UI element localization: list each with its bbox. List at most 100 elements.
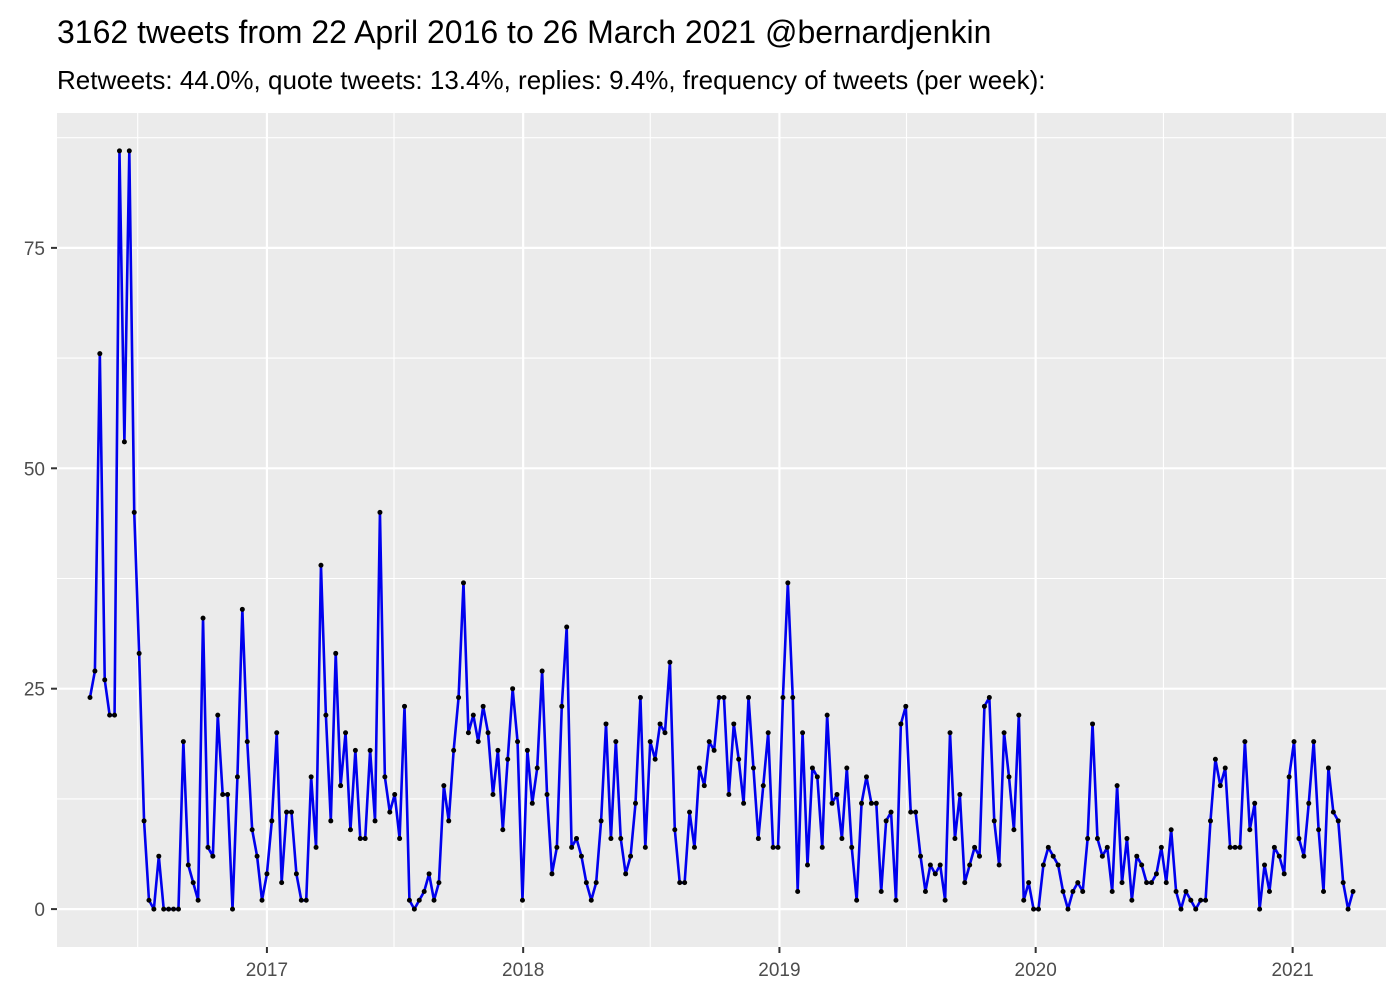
data-point xyxy=(318,562,324,568)
data-point xyxy=(529,800,535,806)
data-point xyxy=(667,659,673,665)
data-point xyxy=(367,747,373,753)
data-point xyxy=(480,703,486,709)
data-point xyxy=(485,730,491,736)
data-point xyxy=(1139,862,1145,868)
x-tick-label: 2019 xyxy=(758,960,800,981)
data-point xyxy=(569,844,575,850)
data-point xyxy=(387,809,393,815)
data-point xyxy=(284,809,290,815)
data-point xyxy=(888,809,894,815)
data-point xyxy=(677,880,683,886)
data-point xyxy=(947,730,953,736)
x-tick-label: 2020 xyxy=(1015,960,1057,981)
data-point xyxy=(136,650,142,656)
data-point xyxy=(352,747,358,753)
data-point xyxy=(1257,906,1263,912)
data-point xyxy=(765,730,771,736)
data-point xyxy=(696,765,702,771)
data-point xyxy=(156,853,162,859)
data-point xyxy=(1335,818,1341,824)
data-point xyxy=(1345,906,1351,912)
data-points xyxy=(87,148,1356,912)
data-point xyxy=(1350,888,1356,894)
data-point xyxy=(1286,774,1292,780)
data-point xyxy=(977,853,983,859)
data-point xyxy=(519,897,525,903)
data-point xyxy=(1227,844,1233,850)
data-point xyxy=(372,818,378,824)
data-point xyxy=(239,606,245,612)
data-point xyxy=(549,871,555,877)
data-point xyxy=(1301,853,1307,859)
data-point xyxy=(623,871,629,877)
data-point xyxy=(1266,888,1272,894)
data-point xyxy=(259,897,265,903)
data-point xyxy=(1085,836,1091,842)
data-point xyxy=(441,783,447,789)
data-point xyxy=(1242,739,1248,745)
data-point xyxy=(1276,853,1282,859)
data-point xyxy=(470,712,476,718)
data-point xyxy=(151,906,157,912)
data-point xyxy=(937,862,943,868)
data-point xyxy=(431,897,437,903)
data-point xyxy=(200,615,206,621)
data-point xyxy=(524,747,530,753)
data-point xyxy=(146,897,152,903)
data-point xyxy=(942,897,948,903)
data-point xyxy=(780,695,786,701)
data-point xyxy=(1183,888,1189,894)
data-point xyxy=(1203,897,1209,903)
x-axis: 2017 2018 2019 2020 2021 xyxy=(246,947,1314,981)
data-point xyxy=(1158,844,1164,850)
data-point xyxy=(1296,836,1302,842)
data-point xyxy=(1237,844,1243,850)
data-point xyxy=(505,756,511,762)
y-tick-label: 50 xyxy=(24,459,45,480)
data-point xyxy=(1321,888,1327,894)
y-tick-label: 25 xyxy=(24,680,45,701)
data-point xyxy=(451,747,457,753)
data-point xyxy=(1099,853,1105,859)
data-point xyxy=(559,703,565,709)
data-point xyxy=(1001,730,1007,736)
data-point xyxy=(574,836,580,842)
x-tick-label: 2021 xyxy=(1271,960,1313,981)
y-tick-label: 75 xyxy=(24,239,45,260)
data-point xyxy=(991,818,997,824)
data-point xyxy=(583,880,589,886)
x-tick-label: 2017 xyxy=(246,960,288,981)
data-point xyxy=(1193,906,1199,912)
data-point xyxy=(112,712,118,718)
data-point xyxy=(1306,800,1312,806)
data-point xyxy=(927,862,933,868)
data-point xyxy=(141,818,147,824)
data-point xyxy=(1070,888,1076,894)
data-point xyxy=(397,836,403,842)
data-point xyxy=(382,774,388,780)
data-point xyxy=(618,836,624,842)
chart-subtitle: Retweets: 44.0%, quote tweets: 13.4%, re… xyxy=(57,65,1046,95)
data-point xyxy=(244,739,250,745)
data-point xyxy=(1168,827,1174,833)
data-point xyxy=(564,624,570,630)
data-point xyxy=(996,862,1002,868)
data-point xyxy=(662,730,668,736)
data-point xyxy=(1325,765,1331,771)
data-point xyxy=(721,695,727,701)
data-point xyxy=(593,880,599,886)
data-point xyxy=(1119,880,1125,886)
data-point xyxy=(234,774,240,780)
data-point xyxy=(1021,897,1027,903)
data-point xyxy=(303,897,309,903)
data-point xyxy=(1040,862,1046,868)
data-point xyxy=(790,695,796,701)
data-point xyxy=(131,509,137,515)
data-point xyxy=(1134,853,1140,859)
data-point xyxy=(628,853,634,859)
data-point xyxy=(1124,836,1130,842)
data-point xyxy=(1153,871,1159,877)
data-point xyxy=(171,906,177,912)
data-point xyxy=(1316,827,1322,833)
